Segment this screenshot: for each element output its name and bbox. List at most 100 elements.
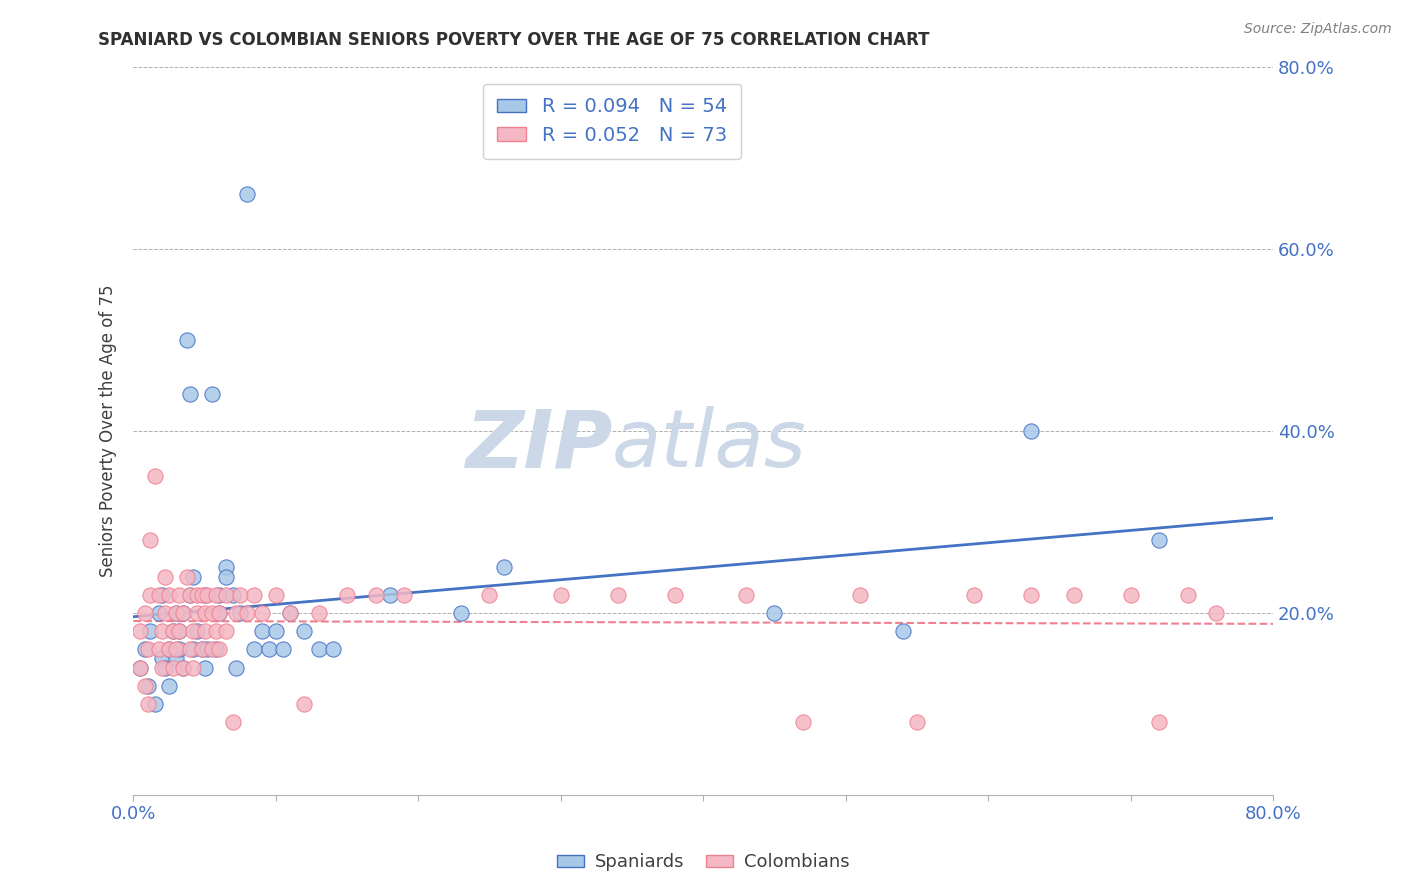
Point — [165, 642, 187, 657]
Point — [225, 660, 247, 674]
Point — [190, 588, 212, 602]
Point — [176, 569, 198, 583]
Point — [208, 606, 231, 620]
Point — [205, 624, 228, 639]
Point — [148, 642, 170, 657]
Point — [153, 569, 176, 583]
Point — [148, 606, 170, 620]
Point — [257, 642, 280, 657]
Point — [176, 333, 198, 347]
Point — [167, 642, 190, 657]
Point — [167, 624, 190, 639]
Point — [215, 588, 238, 602]
Point — [190, 642, 212, 657]
Point — [1019, 424, 1042, 438]
Point — [150, 660, 173, 674]
Point — [322, 642, 344, 657]
Point — [264, 588, 287, 602]
Point — [478, 588, 501, 602]
Point — [264, 624, 287, 639]
Point — [292, 697, 315, 711]
Point — [735, 588, 758, 602]
Legend: R = 0.094   N = 54, R = 0.052   N = 73: R = 0.094 N = 54, R = 0.052 N = 73 — [484, 84, 741, 159]
Point — [129, 660, 152, 674]
Point — [143, 469, 166, 483]
Text: Source: ZipAtlas.com: Source: ZipAtlas.com — [1244, 22, 1392, 37]
Point — [172, 606, 194, 620]
Point — [271, 642, 294, 657]
Text: atlas: atlas — [612, 407, 807, 484]
Point — [179, 588, 201, 602]
Point — [236, 606, 259, 620]
Point — [165, 651, 187, 665]
Point — [134, 642, 156, 657]
Point — [139, 624, 162, 639]
Point — [162, 624, 184, 639]
Point — [172, 660, 194, 674]
Point — [308, 606, 330, 620]
Point — [190, 642, 212, 657]
Point — [229, 588, 252, 602]
Point — [905, 715, 928, 730]
Point — [278, 606, 301, 620]
Point — [172, 606, 194, 620]
Point — [136, 642, 159, 657]
Point — [197, 588, 219, 602]
Point — [186, 624, 208, 639]
Point — [606, 588, 628, 602]
Point — [849, 588, 872, 602]
Point — [181, 660, 204, 674]
Point — [215, 569, 238, 583]
Point — [250, 624, 273, 639]
Point — [222, 588, 245, 602]
Point — [186, 606, 208, 620]
Point — [225, 606, 247, 620]
Point — [186, 588, 208, 602]
Point — [193, 660, 215, 674]
Point — [250, 606, 273, 620]
Point — [162, 624, 184, 639]
Point — [193, 588, 215, 602]
Point — [136, 679, 159, 693]
Point — [201, 387, 224, 401]
Point — [179, 387, 201, 401]
Point — [308, 642, 330, 657]
Point — [664, 588, 686, 602]
Point — [450, 606, 472, 620]
Point — [891, 624, 914, 639]
Point — [201, 606, 224, 620]
Point — [157, 642, 180, 657]
Point — [205, 642, 228, 657]
Point — [208, 606, 231, 620]
Point — [157, 642, 180, 657]
Point — [243, 642, 266, 657]
Point — [205, 588, 228, 602]
Point — [181, 569, 204, 583]
Point — [172, 660, 194, 674]
Legend: Spaniards, Colombians: Spaniards, Colombians — [550, 847, 856, 879]
Point — [139, 588, 162, 602]
Point — [136, 697, 159, 711]
Point — [193, 624, 215, 639]
Point — [129, 624, 152, 639]
Point — [129, 660, 152, 674]
Point — [1205, 606, 1227, 620]
Point — [157, 679, 180, 693]
Point — [165, 606, 187, 620]
Point — [162, 660, 184, 674]
Point — [153, 606, 176, 620]
Point — [1119, 588, 1142, 602]
Point — [392, 588, 415, 602]
Point — [492, 560, 515, 574]
Point — [165, 606, 187, 620]
Point — [236, 187, 259, 202]
Point — [1177, 588, 1199, 602]
Point — [193, 606, 215, 620]
Point — [134, 679, 156, 693]
Point — [201, 642, 224, 657]
Point — [197, 642, 219, 657]
Point — [243, 588, 266, 602]
Point — [167, 588, 190, 602]
Point — [181, 642, 204, 657]
Point — [150, 624, 173, 639]
